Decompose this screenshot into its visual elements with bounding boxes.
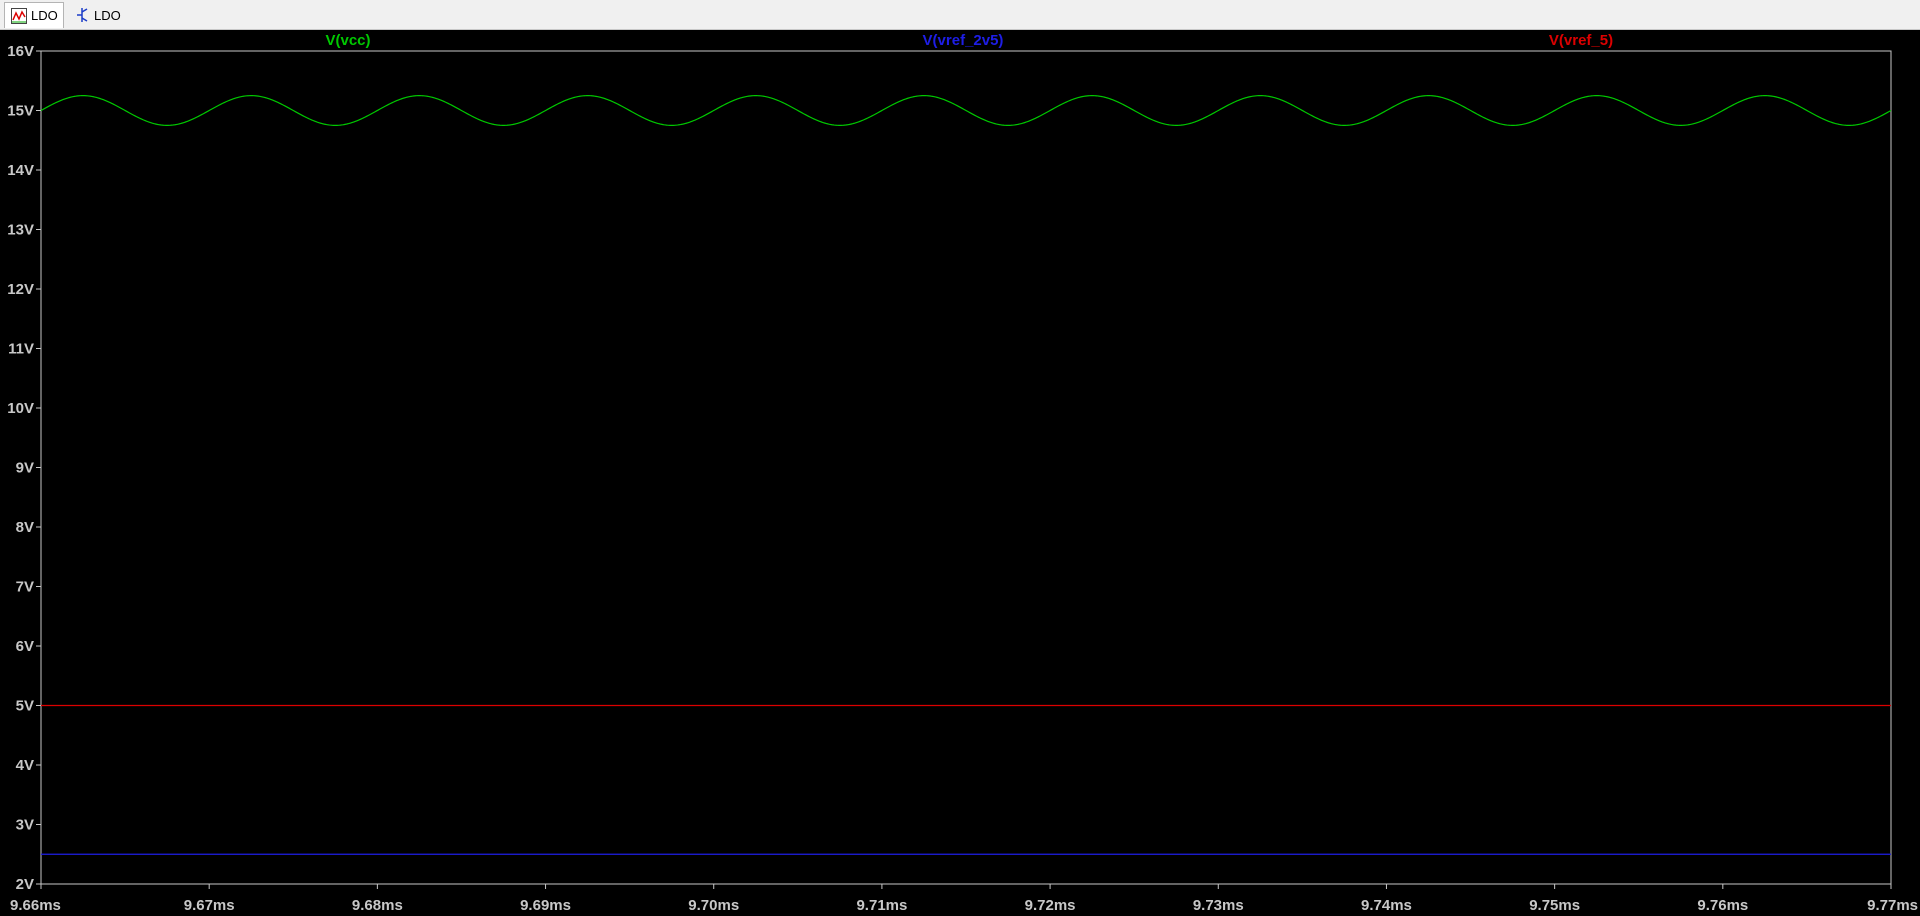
x-tick-label: 9.70ms [688, 897, 739, 914]
y-tick-label: 13V [7, 222, 34, 239]
schematic-icon [74, 7, 90, 23]
waveform-chart[interactable]: 2V 3V 4V 5V 6V 7V 8V 9V 10V 11V 12V 13V 14V 15V 16V 9.… [0, 30, 1920, 916]
legend-label[interactable]: V(vref_2v5) [923, 32, 1004, 49]
traces [40, 95, 1892, 855]
y-tick-label: 12V [7, 281, 34, 298]
tab-waveform-label: LDO [31, 8, 58, 23]
y-tick-label: 6V [16, 638, 34, 655]
x-tick-label: 9.76ms [1697, 897, 1748, 914]
x-tick-label: 9.71ms [856, 897, 907, 914]
trace-v-vcc[interactable] [40, 95, 1892, 126]
x-tick-label: 9.73ms [1193, 897, 1244, 914]
y-tick-label: 10V [7, 400, 34, 417]
x-tick-label: 9.75ms [1529, 897, 1580, 914]
y-tick-label: 8V [16, 519, 34, 536]
y-tick-label: 16V [7, 43, 34, 60]
plot-frame [40, 50, 1892, 885]
x-tick-label: 9.67ms [184, 897, 235, 914]
x-tick-label: 9.68ms [352, 897, 403, 914]
legend-label[interactable]: V(vcc) [325, 32, 370, 49]
y-tick-label: 7V [16, 579, 34, 596]
tab-schematic-ldo[interactable]: LDO [68, 2, 124, 28]
tab-waveform-ldo[interactable]: LDO [4, 2, 64, 28]
tab-schematic-label: LDO [94, 7, 121, 23]
waveform-plot-area[interactable]: 2V 3V 4V 5V 6V 7V 8V 9V 10V 11V 12V 13V 14V 15V 16V 9.… [0, 30, 1920, 916]
x-tick-label: 9.77ms [1867, 897, 1918, 914]
x-axis: 9.66ms 9.67ms 9.68ms 9.69ms 9.70ms 9.71ms 9.72… [10, 884, 1918, 914]
x-tick-label: 9.74ms [1361, 897, 1412, 914]
y-axis: 2V 3V 4V 5V 6V 7V 8V 9V 10V 11V 12V 13V 14V 15V 16V [7, 43, 41, 893]
y-tick-label: 9V [16, 460, 34, 477]
x-tick-label: 9.69ms [520, 897, 571, 914]
x-tick-label: 9.66ms [10, 897, 61, 914]
y-tick-label: 5V [16, 698, 34, 715]
y-tick-label: 14V [7, 162, 34, 179]
legend-label[interactable]: V(vref_5) [1549, 32, 1613, 49]
tab-bar: LDO LDO [0, 0, 1920, 30]
y-tick-label: 15V [7, 103, 34, 120]
y-tick-label: 11V [8, 341, 34, 358]
x-tick-label: 9.72ms [1025, 897, 1076, 914]
y-tick-label: 2V [16, 876, 34, 893]
y-tick-label: 3V [16, 817, 34, 834]
legend: V(vcc) V(vref_2v5) V(vref_5) [325, 32, 1613, 49]
waveform-icon [11, 7, 27, 24]
y-tick-label: 4V [16, 757, 34, 774]
